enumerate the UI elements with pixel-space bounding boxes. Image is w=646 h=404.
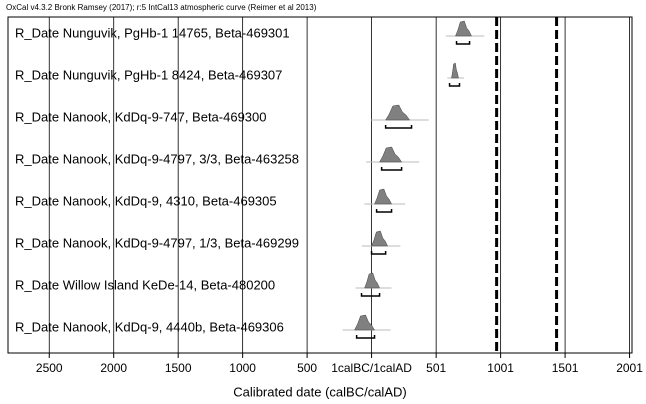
density [364,272,380,289]
x-tick-label: 2001 [616,361,643,375]
x-tick-label: 1501 [552,361,579,375]
density [455,20,472,37]
density [371,230,388,247]
sample-label: R_Date Nanook, KdDq-9-747, Beta-469300 [15,109,267,124]
sample-label: R_Date Nanook, KdDq-9, 4440b, Beta-46930… [15,319,284,334]
x-tick-label: 2500 [36,361,63,375]
sample-label: R_Date Nanook, KdDq-9-4797, 1/3, Beta-46… [15,235,299,250]
sample-label: R_Date Nunguvik, PgHb-1 8424, Beta-46930… [15,67,282,82]
range-95 [384,125,413,129]
density [354,314,375,331]
range-95 [448,83,461,87]
sample-label: R_Date Nanook, KdDq-9-4797, 3/3, Beta-46… [15,151,299,166]
sample-label: R_Date Nanook, KdDq-9, 4310, Beta-469305 [15,193,277,208]
x-tick-label: 1calBC/1calAD [331,361,412,375]
x-axis-title: Calibrated date (calBC/calAD) [233,384,406,399]
x-tick-label: 1500 [165,361,192,375]
density [385,104,411,121]
range-95 [455,41,471,45]
x-tick-label: 501 [426,361,446,375]
density [374,188,392,205]
plot-frame [7,16,633,354]
range-95 [360,293,381,297]
range-95 [370,251,387,255]
range-95 [375,209,393,213]
x-tick-label: 1001 [487,361,514,375]
range-95 [380,167,403,171]
header: OxCal v4.3.2 Bronk Ramsey (2017); r:5 In… [6,3,317,12]
sample-label: R_Date Willow Island KeDe-14, Beta-48020… [15,277,275,292]
range-95 [355,335,376,339]
x-tick-label: 2000 [100,361,127,375]
x-tick-label: 1000 [229,361,256,375]
density [379,146,403,163]
x-tick-label: 500 [297,361,317,375]
density [451,62,459,79]
sample-label: R_Date Nunguvik, PgHb-1 14765, Beta-4693… [15,25,290,40]
